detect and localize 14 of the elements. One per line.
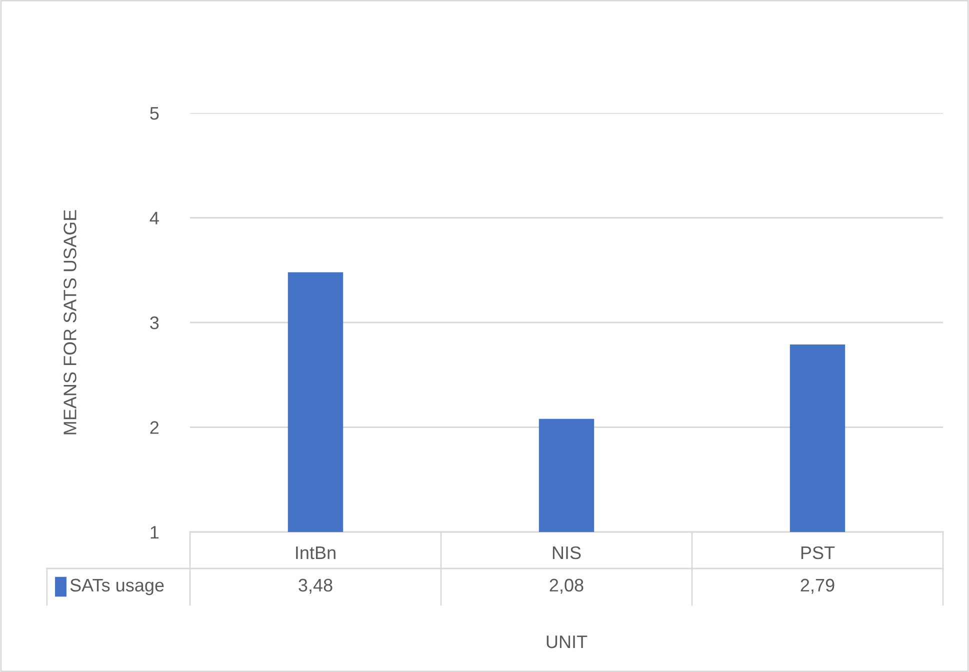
x-axis-title: UNIT: [546, 636, 588, 648]
data-label: 3,48: [298, 578, 332, 594]
y-tick-label: 5: [150, 107, 159, 120]
x-tick-label: NIS: [552, 546, 581, 560]
data-label: 2,08: [550, 578, 584, 594]
y-tick-label: 2: [150, 421, 159, 434]
legend-label: SATs usage: [70, 578, 164, 596]
data-label: 2,79: [800, 578, 834, 594]
x-tick-label: IntBn: [296, 546, 336, 560]
x-tick-label: PST: [801, 546, 835, 560]
y-tick-label: 1: [150, 526, 159, 539]
y-axis-title: MEANS FOR SATS USAGE: [64, 210, 76, 434]
y-tick-label: 3: [150, 316, 159, 330]
y-tick-label: 4: [150, 212, 159, 224]
